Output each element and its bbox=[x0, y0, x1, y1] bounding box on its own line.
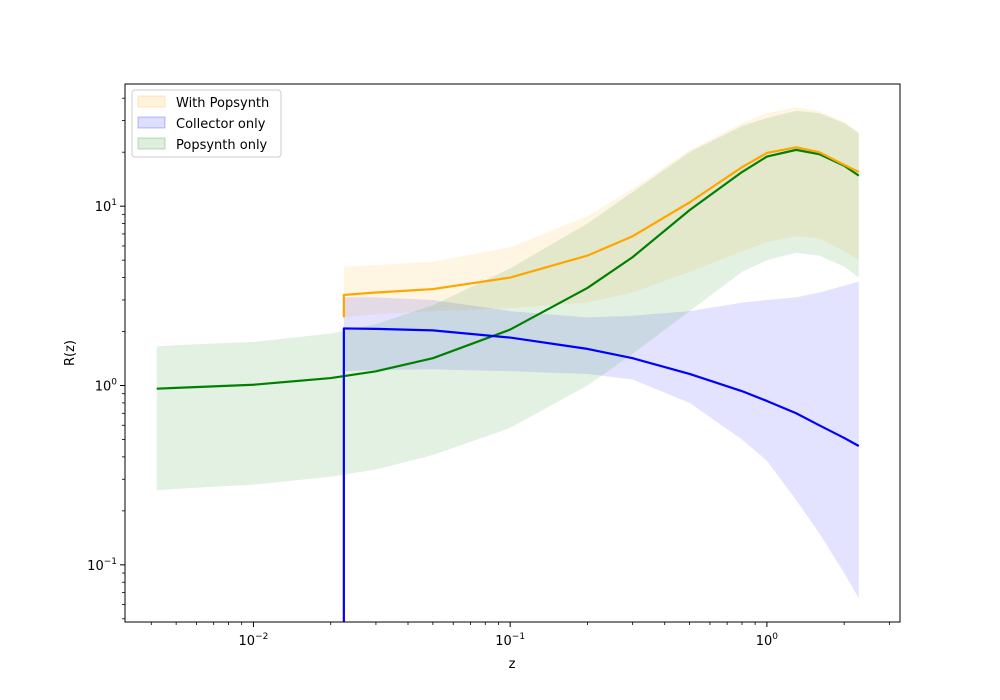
y-axis-ticks: 10−1 100 101 bbox=[87, 97, 125, 620]
x-tick-label: 10−2 bbox=[239, 632, 269, 649]
legend: With Popsynth Collector only Popsynth only bbox=[131, 89, 282, 158]
line-with-popsynth bbox=[342, 146, 860, 318]
legend-swatch-with-popsynth bbox=[137, 95, 166, 108]
x-tick-label: 100 bbox=[756, 632, 779, 649]
x-tick-label: 10−1 bbox=[495, 632, 525, 649]
x-axis-label: z bbox=[509, 657, 516, 672]
y-axis-label: R(z) bbox=[63, 340, 78, 366]
x-axis-ticks: 10−2 10−1 100 bbox=[150, 622, 890, 649]
y-tick-label: 101 bbox=[95, 198, 117, 215]
median-lines bbox=[156, 146, 860, 622]
line-popsynth-only bbox=[156, 148, 860, 390]
band-collector-only bbox=[343, 281, 859, 599]
legend-swatch-popsynth-only bbox=[137, 137, 166, 150]
legend-label-collector-only: Collector only bbox=[176, 117, 266, 132]
y-tick-label: 10−1 bbox=[87, 557, 117, 574]
legend-label-popsynth-only: Popsynth only bbox=[176, 138, 268, 153]
legend-swatch-collector-only bbox=[137, 116, 166, 129]
band-with-popsynth bbox=[343, 107, 859, 318]
plot-frame bbox=[124, 83, 901, 623]
legend-box bbox=[131, 89, 282, 158]
legend-label-with-popsynth: With Popsynth bbox=[176, 96, 269, 111]
y-tick-label: 100 bbox=[95, 378, 118, 395]
line-collector-only bbox=[342, 327, 860, 622]
